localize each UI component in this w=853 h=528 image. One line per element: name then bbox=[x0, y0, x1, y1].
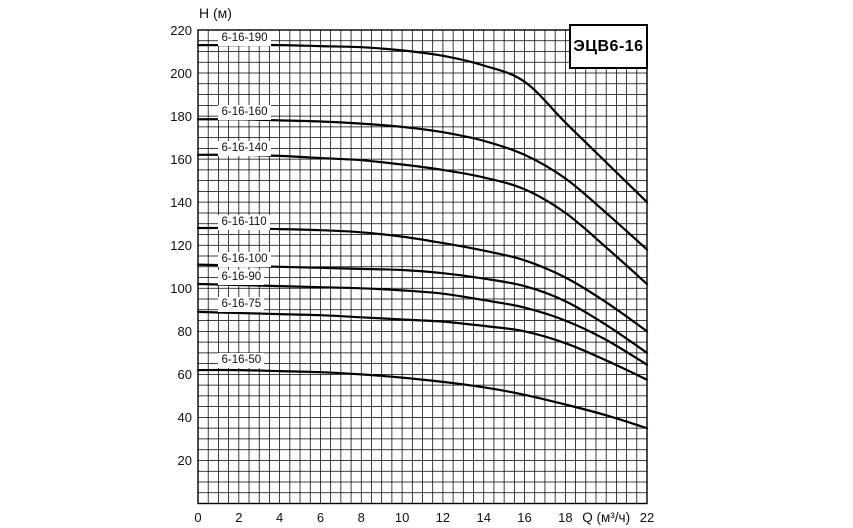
y-tick-label-40: 40 bbox=[177, 409, 192, 425]
x-tick-label-0: 0 bbox=[194, 509, 202, 525]
y-tick-label-140: 140 bbox=[170, 194, 192, 210]
y-tick-label-200: 200 bbox=[170, 65, 192, 81]
curve-6-16-100 bbox=[196, 263, 649, 354]
curve-label-6-16-100: 6-16-100 bbox=[218, 251, 271, 267]
curve-6-16-140 bbox=[196, 153, 649, 286]
curve-6-16-160 bbox=[196, 118, 649, 251]
curve-label-6-16-110: 6-16-110 bbox=[218, 215, 270, 231]
curve-label-6-16-140: 6-16-140 bbox=[218, 140, 271, 156]
curve-label-6-16-75: 6-16-75 bbox=[218, 296, 265, 312]
x-tick-label-6: 6 bbox=[316, 509, 325, 525]
y-tick-label-80: 80 bbox=[177, 323, 192, 339]
x-tick-label-14: 14 bbox=[476, 509, 491, 525]
y-tick-label-100: 100 bbox=[170, 280, 192, 296]
x-tick-label-10: 10 bbox=[394, 509, 410, 525]
curve-label-6-16-160: 6-16-160 bbox=[218, 105, 271, 121]
x-axis-title: Q (м³/ч) bbox=[582, 509, 631, 525]
curve-label-6-16-190: 6-16-190 bbox=[218, 31, 271, 47]
y-tick-label-180: 180 bbox=[170, 108, 192, 124]
curve-6-16-75 bbox=[196, 310, 649, 381]
y-tick-label-120: 120 bbox=[170, 237, 192, 253]
y-tick-label-20: 20 bbox=[177, 452, 192, 468]
y-tick-label-60: 60 bbox=[177, 366, 192, 382]
x-tick-label-16: 16 bbox=[517, 509, 532, 525]
x-tick-label-12: 12 bbox=[435, 509, 451, 525]
x-tick-label-22: 22 bbox=[639, 509, 655, 525]
y-tick-label-220: 220 bbox=[170, 22, 192, 38]
curve-6-16-90 bbox=[196, 282, 649, 366]
curve-6-16-110 bbox=[196, 226, 649, 333]
curve-label-6-16-90: 6-16-90 bbox=[218, 270, 265, 285]
x-tick-label-18: 18 bbox=[558, 509, 573, 525]
curve-label-6-16-50: 6-16-50 bbox=[218, 352, 265, 368]
x-tick-label-4: 4 bbox=[276, 509, 284, 525]
y-axis-title: H (м) bbox=[199, 5, 232, 21]
curve-6-16-50 bbox=[196, 368, 649, 430]
chart-title-box: ЭЦВ6-16 bbox=[569, 24, 648, 69]
x-tick-label-2: 2 bbox=[235, 509, 243, 525]
curve-6-16-190 bbox=[196, 43, 649, 204]
y-tick-label-160: 160 bbox=[170, 151, 192, 167]
x-tick-label-8: 8 bbox=[357, 509, 365, 525]
plot-border bbox=[197, 29, 648, 505]
